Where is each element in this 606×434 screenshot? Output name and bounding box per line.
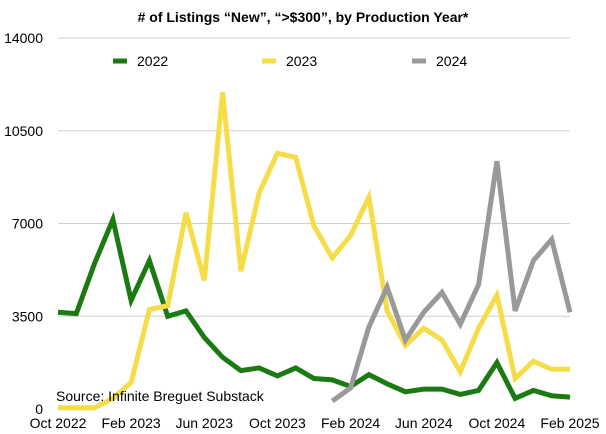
y-tick-label: 7000 xyxy=(12,216,43,232)
chart-title: # of Listings “New”, “>$300”, by Product… xyxy=(138,9,469,25)
y-tick-label: 0 xyxy=(35,401,43,417)
y-axis-ticks: 0 3500 7000 10500 14000 xyxy=(4,30,43,417)
legend-label: 2024 xyxy=(436,53,467,69)
legend-item-2022: 2022 xyxy=(113,53,168,69)
x-tick-label: Feb 2025 xyxy=(540,415,599,431)
x-tick-label: Feb 2024 xyxy=(321,415,380,431)
source-note: Source: Infinite Breguet Substack xyxy=(56,388,265,404)
x-tick-label: Oct 2022 xyxy=(30,415,87,431)
y-tick-label: 10500 xyxy=(4,123,43,139)
x-tick-label: Oct 2024 xyxy=(468,415,525,431)
x-tick-label: Feb 2023 xyxy=(102,415,161,431)
legend-label: 2022 xyxy=(137,53,168,69)
legend: 2022 2023 2024 xyxy=(113,53,467,69)
series-line-2024 xyxy=(330,160,573,404)
series-line-2023 xyxy=(58,92,570,411)
legend-label: 2023 xyxy=(286,53,317,69)
legend-item-2023: 2023 xyxy=(262,53,317,69)
x-axis-ticks: Oct 2022 Feb 2023 Jun 2023 Oct 2023 Feb 2024… xyxy=(30,415,600,431)
series-lines xyxy=(57,92,573,411)
x-tick-label: Jun 2023 xyxy=(175,415,233,431)
series-line-2022 xyxy=(57,211,571,402)
y-tick-label: 3500 xyxy=(12,308,43,324)
y-tick-label: 14000 xyxy=(4,30,43,46)
x-tick-label: Oct 2023 xyxy=(249,415,306,431)
x-tick-label: Jun 2024 xyxy=(395,415,453,431)
legend-item-2024: 2024 xyxy=(412,53,467,69)
